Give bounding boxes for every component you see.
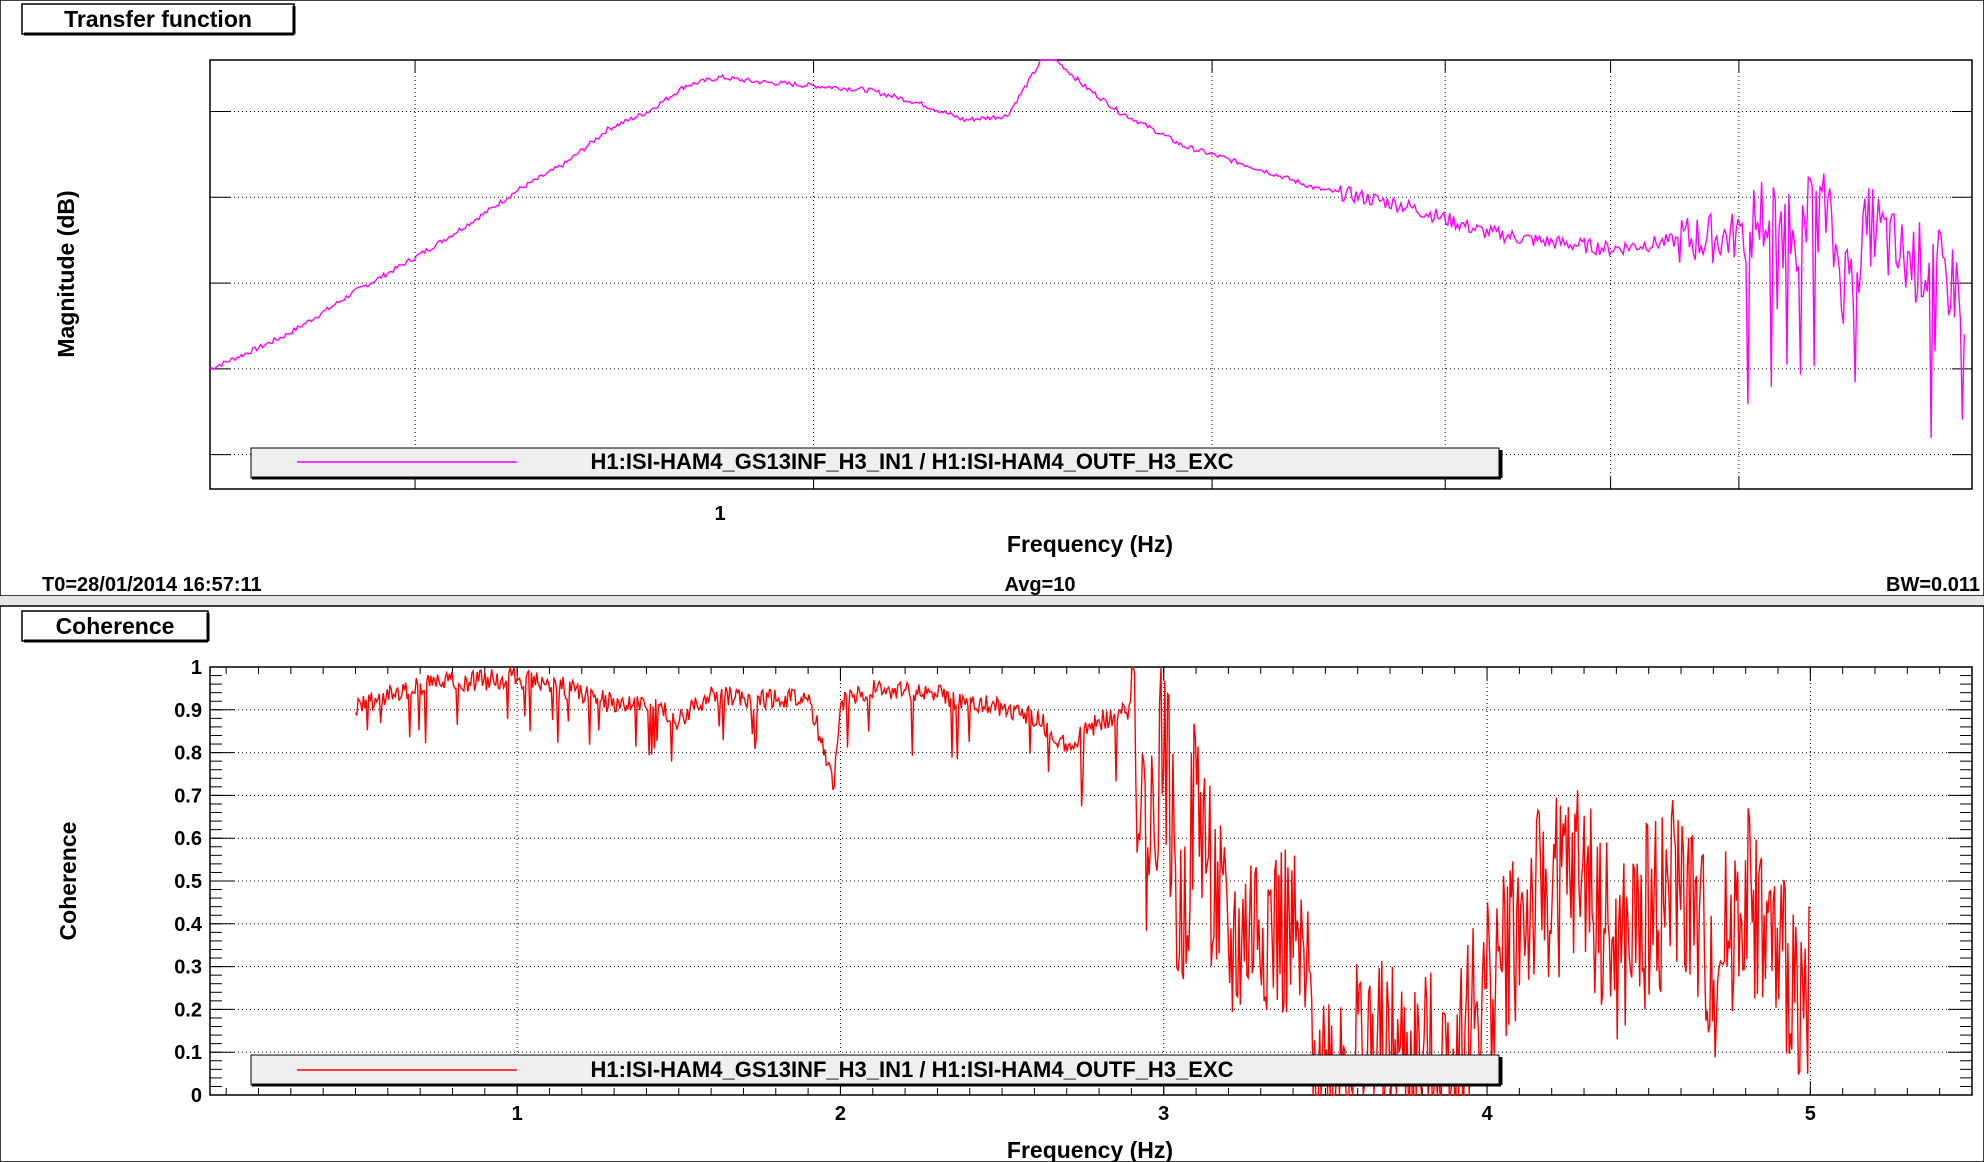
bandwidth-value: BW=0.011 — [1886, 574, 1980, 596]
bottom-y-tick-label: 0.8 — [174, 743, 202, 765]
transfer-function-plot[interactable] — [209, 59, 1973, 490]
coherence-plot[interactable]: 1 2 3 4 5 0 0.1 0.2 0.3 0.4 0.5 0.6 0.7 0.8 0.9 1 — [174, 657, 1973, 1125]
top-plot-area — [209, 59, 1973, 490]
coherence-trace — [354, 665, 1811, 1096]
bottom-y-tick-label: 0.9 — [174, 700, 202, 722]
bottom-y-tick-label: 0.4 — [174, 914, 203, 936]
bottom-y-axis-title: Coherence — [55, 822, 81, 941]
bottom-x-tick-label: 4 — [1481, 1103, 1493, 1125]
bottom-ticks — [210, 666, 1973, 1096]
averages-count: Avg=10 — [1005, 574, 1076, 596]
bottom-x-axis-title: Frequency (Hz) — [1007, 1137, 1173, 1162]
bottom-y-tick-label: 0.7 — [174, 785, 202, 807]
top-legend-label: H1:ISI-HAM4_GS13INF_H3_IN1 / H1:ISI-HAM4… — [590, 449, 1233, 474]
bottom-y-tick-label: 0.5 — [174, 871, 202, 893]
bottom-x-tick-label: 2 — [835, 1103, 846, 1125]
tab-coherence[interactable] — [21, 610, 209, 642]
t0-timestamp: T0=28/01/2014 16:57:11 — [42, 574, 262, 596]
bottom-y-tick-label: 0.6 — [174, 828, 202, 850]
panel-separator — [0, 596, 1984, 606]
bottom-grid — [210, 666, 1972, 1096]
top-y-axis-title: Magnitude (dB) — [53, 190, 79, 357]
bottom-x-tick-labels: 1 2 3 4 5 — [512, 1103, 1816, 1125]
tab-transfer-function[interactable] — [21, 3, 295, 35]
bottom-x-tick-label: 3 — [1158, 1103, 1169, 1125]
bottom-y-tick-label: 0.2 — [174, 999, 202, 1021]
top-legend: H1:ISI-HAM4_GS13INF_H3_IN1 / H1:ISI-HAM4… — [250, 447, 1503, 480]
bottom-y-tick-label: 1 — [191, 657, 202, 679]
tab-transfer-function-label: Transfer function — [64, 6, 252, 32]
bottom-x-tick-label: 1 — [512, 1103, 523, 1125]
bottom-legend-label: H1:ISI-HAM4_GS13INF_H3_IN1 / H1:ISI-HAM4… — [590, 1057, 1233, 1082]
bottom-x-tick-label: 5 — [1805, 1103, 1816, 1125]
bottom-y-tick-labels: 0 0.1 0.2 0.3 0.4 0.5 0.6 0.7 0.8 0.9 1 — [174, 657, 203, 1107]
bottom-y-tick-label: 0 — [191, 1085, 202, 1107]
top-x-axis-title: Frequency (Hz) — [1007, 531, 1173, 557]
tab-coherence-label: Coherence — [56, 613, 175, 639]
bottom-y-tick-label: 0.1 — [174, 1042, 202, 1064]
transfer-function-trace — [209, 59, 1965, 438]
top-x-tick-label-1: 1 — [714, 503, 725, 525]
bottom-legend: H1:ISI-HAM4_GS13INF_H3_IN1 / H1:ISI-HAM4… — [250, 1054, 1503, 1087]
bottom-y-tick-label: 0.3 — [174, 957, 202, 979]
